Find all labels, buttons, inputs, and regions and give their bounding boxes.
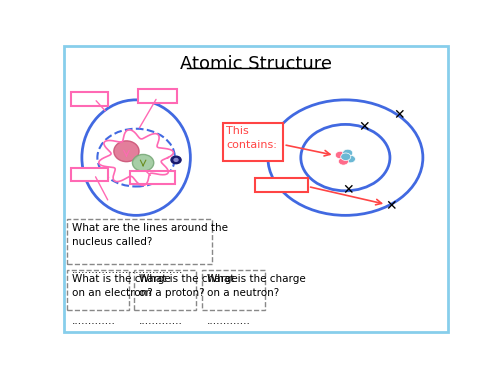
- FancyBboxPatch shape: [134, 270, 196, 310]
- Circle shape: [346, 155, 356, 163]
- Circle shape: [336, 151, 345, 159]
- Text: Atomic Structure: Atomic Structure: [180, 55, 332, 73]
- Text: What is the charge
on a proton?

.............: What is the charge on a proton? ........…: [139, 274, 237, 326]
- Text: ✕: ✕: [393, 108, 404, 122]
- FancyBboxPatch shape: [71, 168, 108, 181]
- FancyBboxPatch shape: [138, 89, 177, 103]
- Circle shape: [342, 149, 352, 157]
- Text: ✕: ✕: [342, 183, 354, 197]
- Text: What is the charge
on a neutron?

.............: What is the charge on a neutron? .......…: [207, 274, 306, 326]
- FancyBboxPatch shape: [71, 92, 108, 106]
- Text: What is the charge
on an electron?

.............: What is the charge on an electron? .....…: [72, 274, 171, 326]
- Text: ✕: ✕: [386, 199, 397, 213]
- Text: ✕: ✕: [358, 120, 370, 134]
- FancyBboxPatch shape: [130, 171, 175, 184]
- Circle shape: [171, 156, 181, 164]
- FancyBboxPatch shape: [67, 270, 129, 310]
- Text: This
contains:: This contains:: [226, 126, 278, 150]
- Circle shape: [174, 159, 178, 161]
- Ellipse shape: [114, 141, 139, 162]
- FancyBboxPatch shape: [224, 123, 284, 160]
- FancyBboxPatch shape: [202, 270, 265, 310]
- Circle shape: [338, 158, 348, 165]
- FancyBboxPatch shape: [67, 219, 212, 264]
- FancyBboxPatch shape: [256, 178, 308, 192]
- Ellipse shape: [132, 154, 154, 171]
- Circle shape: [340, 153, 351, 160]
- Text: What are the lines around the
nucleus called?

.................................: What are the lines around the nucleus ca…: [72, 223, 228, 274]
